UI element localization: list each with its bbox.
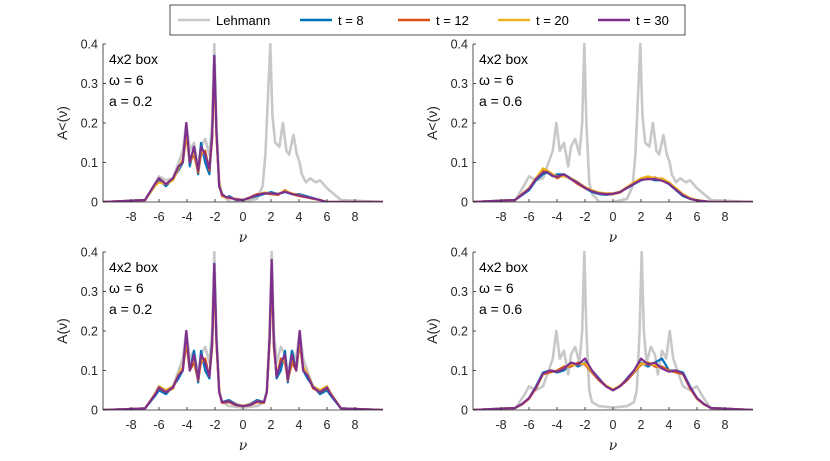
x-tick-label: 8 <box>352 418 359 432</box>
x-tick-label: 6 <box>324 210 331 224</box>
y-tick-label: 0.3 <box>451 285 468 299</box>
y-tick-label: 0.4 <box>81 246 98 260</box>
x-tick-label: -4 <box>551 418 562 432</box>
x-tick-label: 2 <box>268 210 275 224</box>
y-tick-label: 0.4 <box>451 38 468 52</box>
y-tick-label: 0.4 <box>451 246 468 260</box>
panels: -8 -6 -4 -2 0 2 4 6 8 0 0.1 0.2 0.3 0.4 ν A<(ν) 4x2 box ω… <box>54 38 753 454</box>
y-tick-label: 0 <box>461 196 468 210</box>
panel-annotation: ω = 6 <box>109 280 144 296</box>
plot-area <box>103 44 383 202</box>
y-tick-label: 0 <box>91 196 98 210</box>
panel-annotation: ω = 6 <box>479 280 514 296</box>
x-tick-label: 2 <box>638 210 645 224</box>
x-tick-label: 8 <box>722 210 729 224</box>
x-tick-label: -6 <box>153 210 164 224</box>
x-axis-label: ν <box>609 230 618 246</box>
y-tick-label: 0.1 <box>451 156 468 170</box>
plot-area <box>473 44 753 202</box>
series-line-t-30 <box>473 170 753 202</box>
x-tick-label: -4 <box>551 210 562 224</box>
x-tick-label: 4 <box>666 418 673 432</box>
y-tick-label: 0.2 <box>451 325 468 339</box>
y-tick-label: 0.2 <box>451 117 468 131</box>
legend: Lehmann t = 8 t = 12 t = 20 t = 30 <box>169 4 686 36</box>
chart-panel-bottom-left: -8 -6 -4 -2 0 2 4 6 8 0 0.1 0.2 0.3 0.4 ν A(ν) 4x2 box ω … <box>54 246 383 454</box>
x-tick-label: -2 <box>209 418 220 432</box>
panel-annotation: 4x2 box <box>479 259 528 275</box>
panel-annotation: 4x2 box <box>109 259 158 275</box>
panel-annotation: a = 0.2 <box>109 93 152 109</box>
panel-annotation: ω = 6 <box>109 72 144 88</box>
x-tick-label: -4 <box>181 418 192 432</box>
panel-annotation: ω = 6 <box>479 72 514 88</box>
legend-label: Lehmann <box>216 13 270 28</box>
x-tick-label: -8 <box>495 418 506 432</box>
chart-panel-top-left: -8 -6 -4 -2 0 2 4 6 8 0 0.1 0.2 0.3 0.4 ν A<(ν) 4x2 box ω… <box>54 38 383 246</box>
y-tick-label: 0.2 <box>81 325 98 339</box>
y-tick-label: 0.3 <box>451 77 468 91</box>
x-tick-label: 0 <box>610 418 617 432</box>
y-tick-label: 0 <box>461 404 468 418</box>
y-axis-label: A<(ν) <box>424 106 440 140</box>
x-tick-label: -2 <box>579 210 590 224</box>
x-tick-label: 2 <box>268 418 275 432</box>
y-tick-label: 0.3 <box>81 77 98 91</box>
y-tick-label: 0.1 <box>451 364 468 378</box>
x-tick-label: 6 <box>694 418 701 432</box>
x-tick-label: 4 <box>666 210 673 224</box>
x-tick-label: -6 <box>523 210 534 224</box>
series-line-t-30 <box>103 54 383 202</box>
panel-annotation: 4x2 box <box>479 51 528 67</box>
y-tick-label: 0.3 <box>81 285 98 299</box>
x-tick-label: 4 <box>296 210 303 224</box>
x-tick-label: 6 <box>694 210 701 224</box>
panel-annotation: 4x2 box <box>109 51 158 67</box>
y-tick-label: 0.2 <box>81 117 98 131</box>
x-tick-label: 0 <box>240 210 247 224</box>
panel-annotation: a = 0.2 <box>109 301 152 317</box>
x-tick-label: -8 <box>495 210 506 224</box>
y-tick-label: 0.1 <box>81 364 98 378</box>
y-axis-label: A(ν) <box>424 318 440 344</box>
y-axis-label: A(ν) <box>54 318 70 344</box>
x-tick-label: -8 <box>125 418 136 432</box>
legend-label: t = 20 <box>536 13 569 28</box>
x-tick-label: 4 <box>296 418 303 432</box>
plot-area <box>473 252 753 410</box>
x-tick-label: 2 <box>638 418 645 432</box>
y-axis-label: A<(ν) <box>54 106 70 140</box>
legend-label: t = 12 <box>436 13 469 28</box>
x-tick-label: 6 <box>324 418 331 432</box>
series-line-t-30 <box>473 357 753 410</box>
x-tick-label: 8 <box>722 418 729 432</box>
x-tick-label: -6 <box>153 418 164 432</box>
x-axis-label: ν <box>239 438 248 454</box>
x-tick-label: 0 <box>610 210 617 224</box>
x-tick-label: -4 <box>181 210 192 224</box>
series-line-lehmann <box>473 43 753 202</box>
panel-annotation: a = 0.6 <box>479 301 522 317</box>
legend-label: t = 30 <box>636 13 669 28</box>
chart-panel-top-right: -8 -6 -4 -2 0 2 4 6 8 0 0.1 0.2 0.3 0.4 ν A<(ν) 4x2 box ω… <box>424 38 753 246</box>
plot-area <box>103 252 383 410</box>
x-tick-label: -2 <box>209 210 220 224</box>
y-tick-label: 0.1 <box>81 156 98 170</box>
series-line-t-30 <box>103 258 383 410</box>
x-axis-label: ν <box>609 438 618 454</box>
x-axis-label: ν <box>239 230 248 246</box>
x-tick-label: -8 <box>125 210 136 224</box>
x-tick-label: -6 <box>523 418 534 432</box>
chart-panel-bottom-right: -8 -6 -4 -2 0 2 4 6 8 0 0.1 0.2 0.3 0.4 ν A(ν) 4x2 box ω … <box>424 246 753 454</box>
x-tick-label: -2 <box>579 418 590 432</box>
y-tick-label: 0.4 <box>81 38 98 52</box>
x-tick-label: 0 <box>240 418 247 432</box>
y-tick-label: 0 <box>91 404 98 418</box>
legend-label: t = 8 <box>338 13 364 28</box>
x-tick-label: 8 <box>352 210 359 224</box>
panel-annotation: a = 0.6 <box>479 93 522 109</box>
